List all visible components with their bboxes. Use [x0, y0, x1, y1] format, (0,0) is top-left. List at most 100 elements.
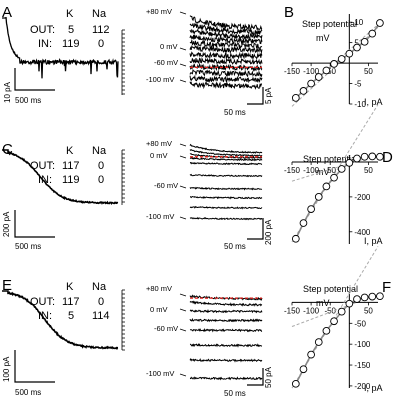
step-trace — [189, 376, 263, 381]
y-tick-label: -200 — [354, 382, 371, 391]
x-tick-label: -100 — [303, 306, 320, 315]
step-trace — [189, 173, 263, 178]
step-label-minus100: -100 mV — [146, 369, 174, 378]
iv-panel-b: B Step potential mV I, pA -150-100-5050-… — [284, 4, 384, 109]
row-label-out: OUT: — [30, 160, 55, 172]
scale-bar — [247, 368, 264, 386]
step-trace — [189, 327, 263, 333]
step-trace — [189, 56, 263, 65]
data-point — [299, 219, 308, 227]
step-trace — [189, 156, 263, 162]
scale-bar — [247, 87, 264, 105]
row-na-in: 0 — [98, 38, 104, 50]
step-trace — [190, 195, 263, 200]
step-label-plus80: +80 mV — [146, 284, 172, 293]
scale-bar-x-label: 500 ms — [15, 242, 41, 251]
panel-e: E K Na OUT: 117 0 IN: 5 114 100 pA 500 m… — [2, 277, 119, 397]
scale-bar-x-label: 50 ms — [224, 389, 246, 398]
data-point — [353, 43, 361, 52]
scale-bar-y-label: 200 pA — [2, 211, 11, 237]
scale-bar-y-label: 200 pA — [264, 219, 273, 245]
x-tick-label: -50 — [324, 306, 336, 315]
data-point — [330, 173, 338, 182]
row-na-in: 114 — [92, 310, 110, 322]
row-k-out: 117 — [62, 160, 80, 172]
data-point — [322, 66, 331, 75]
step-label-minus100: -100 mV — [146, 75, 174, 84]
data-point — [368, 29, 377, 38]
data-point — [345, 159, 354, 167]
row-k-in: 119 — [62, 174, 80, 186]
step-trace — [189, 143, 263, 154]
label-pointer — [179, 63, 187, 67]
data-point — [307, 79, 315, 88]
label-pointer — [179, 308, 187, 312]
step-label-0: 0 mV — [150, 151, 168, 160]
data-point — [353, 295, 361, 303]
x-tick-label: -150 — [284, 67, 301, 76]
y-unit-label: I, pA — [364, 383, 383, 393]
y-unit-label: I, pA — [364, 236, 383, 246]
step-trace — [189, 317, 263, 323]
header-k: K — [66, 8, 74, 20]
data-point — [345, 299, 354, 308]
step-trace — [189, 68, 263, 78]
step-traces-e: +80 mV 0 mV -60 mV -100 mV 50 pA 50 ms — [146, 284, 273, 398]
panel-letter: B — [284, 4, 294, 21]
step-label-minus100: -100 mV — [146, 212, 174, 221]
step-trace — [189, 186, 263, 191]
header-na: Na — [92, 281, 107, 293]
data-point — [360, 152, 369, 161]
data-point — [353, 154, 361, 163]
label-pointer — [179, 293, 187, 297]
current-trace — [2, 149, 119, 205]
panel-letter: D — [382, 149, 393, 166]
data-point — [330, 60, 338, 68]
header-na: Na — [92, 8, 107, 20]
label-pointer — [179, 216, 187, 220]
x-unit-label: mV — [316, 298, 330, 308]
scale-bar-y-label: 10 pA — [3, 81, 12, 103]
x-tick-label: 50 — [364, 67, 373, 76]
step-trace — [189, 28, 263, 40]
y-unit-label: I, pA — [364, 97, 383, 107]
data-point — [299, 87, 308, 95]
label-pointer — [179, 373, 187, 377]
data-point — [376, 292, 384, 301]
data-point — [307, 350, 315, 359]
step-trace — [189, 51, 263, 61]
header-na: Na — [92, 145, 107, 157]
row-label-in: IN: — [38, 310, 52, 322]
data-point — [337, 55, 346, 63]
current-trace — [2, 16, 119, 79]
x-tick-label: 50 — [364, 166, 373, 175]
scale-bar — [14, 210, 55, 238]
label-pointer — [179, 328, 187, 332]
step-traces-c: +80 mV 0 mV -60 mV -100 mV 200 pA 50 ms — [146, 139, 273, 251]
y-tick-label: -100 — [354, 340, 371, 349]
panel-a: A K Na OUT: 5 112 IN: 119 0 10 pA 500 ms — [2, 4, 119, 105]
step-label-0: 0 mV — [150, 305, 168, 314]
panel-c: C K Na OUT: 117 0 IN: 119 0 200 pA 500 m… — [2, 141, 119, 251]
step-label-0: 0 mV — [160, 42, 178, 51]
header-k: K — [66, 145, 74, 157]
label-pointer — [179, 47, 187, 51]
row-k-in: 119 — [62, 38, 80, 50]
x-tick-label: -50 — [324, 166, 336, 175]
step-trace — [189, 216, 263, 221]
step-trace — [189, 161, 263, 166]
data-point — [360, 293, 369, 302]
row-label-in: IN: — [38, 174, 52, 186]
data-point — [291, 234, 300, 243]
step-trace — [189, 300, 263, 307]
data-point — [337, 165, 346, 173]
data-point — [291, 379, 300, 388]
data-point — [337, 307, 346, 316]
iv-title: Step potential — [302, 19, 357, 29]
row-na-out: 0 — [98, 296, 104, 308]
y-tick-label: -200 — [354, 193, 371, 202]
data-point — [376, 152, 384, 161]
y-tick-label: -50 — [354, 319, 366, 328]
x-tick-label: -100 — [303, 166, 320, 175]
